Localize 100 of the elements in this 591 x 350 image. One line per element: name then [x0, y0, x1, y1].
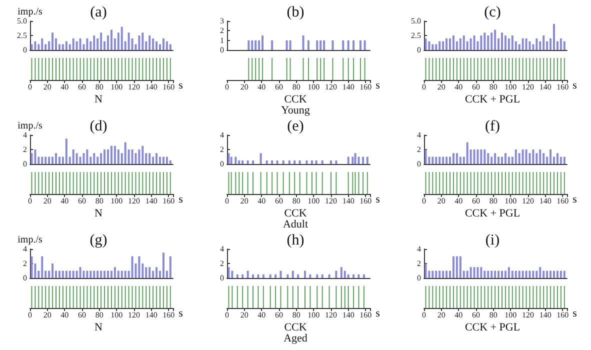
bar	[110, 146, 112, 164]
bar	[62, 270, 64, 278]
bar	[114, 146, 116, 164]
text: CCK	[284, 322, 307, 334]
bar	[276, 160, 278, 164]
bar	[124, 270, 126, 278]
y-tick-label: 0	[220, 46, 224, 54]
x-tick-label: 20	[43, 82, 52, 92]
bar	[82, 270, 85, 278]
bar	[76, 153, 78, 164]
bar	[442, 41, 444, 50]
y-tick-label: 2	[220, 145, 224, 154]
y-tick-label: 5.0	[17, 16, 27, 26]
bar	[148, 36, 151, 50]
bar	[41, 156, 44, 164]
bar	[298, 160, 301, 164]
bar	[79, 38, 82, 50]
bar	[30, 153, 33, 164]
y-tick-label: 0	[220, 160, 224, 168]
bar	[34, 150, 36, 164]
bar	[522, 38, 524, 50]
bar	[563, 270, 566, 278]
chart-title: (b)	[286, 4, 304, 20]
bar	[462, 36, 465, 50]
x-tick-label: 80	[489, 196, 498, 206]
bar	[459, 38, 462, 50]
x-tick-label: 60	[275, 82, 283, 92]
bar	[120, 26, 123, 50]
y-tick-label: 4	[23, 244, 27, 254]
bar	[432, 44, 434, 50]
bar	[442, 270, 444, 278]
x-tick-label: 160	[162, 310, 175, 320]
bar	[501, 156, 503, 164]
bar	[358, 156, 360, 164]
bar	[30, 44, 33, 50]
x-tick-label: 20	[43, 310, 52, 320]
bar	[490, 156, 493, 164]
y-axis-title: imp./s	[18, 120, 42, 132]
x-tick-label: 140	[342, 196, 354, 206]
x-tick-label: 40	[258, 82, 266, 92]
bar	[252, 160, 254, 164]
x-tick-label: 80	[292, 82, 300, 92]
bar	[162, 38, 164, 50]
x-axis-title: s	[178, 308, 183, 320]
bar	[79, 156, 82, 164]
bar	[86, 270, 88, 278]
bar	[156, 41, 158, 50]
x-tick-label: 160	[556, 310, 569, 320]
bar	[156, 153, 158, 164]
bar	[438, 41, 441, 50]
x-tick-label: 140	[539, 82, 552, 92]
bar	[131, 256, 134, 278]
bar	[525, 38, 528, 50]
y-tick-label: 0	[417, 46, 421, 54]
bar	[321, 274, 324, 278]
x-tick-label: 40	[454, 196, 463, 206]
bar	[459, 156, 462, 164]
bar	[428, 41, 430, 50]
bar	[366, 156, 368, 164]
text: CCK	[284, 208, 307, 220]
bar	[542, 153, 545, 164]
bar	[93, 153, 96, 164]
bar	[424, 264, 427, 278]
x-tick-label: 160	[556, 82, 569, 92]
bar	[52, 156, 54, 164]
x-axis-title: s	[572, 80, 577, 92]
bar	[282, 160, 284, 164]
bar	[504, 153, 506, 164]
x-tick-label: 160	[360, 310, 372, 320]
x-tick-label: 60	[78, 310, 86, 320]
bar	[148, 153, 151, 164]
bar	[560, 270, 562, 278]
bar	[297, 274, 300, 278]
x-tick-label: 60	[472, 310, 480, 320]
bar	[104, 150, 106, 164]
bar	[52, 32, 54, 50]
bar	[159, 156, 161, 164]
bar	[560, 38, 562, 50]
bar	[508, 267, 510, 278]
bar	[525, 150, 528, 164]
y-tick-label: 0	[23, 46, 27, 54]
bar	[473, 150, 476, 164]
bar	[48, 156, 50, 164]
bar	[556, 270, 558, 278]
x-axis-title: s	[178, 194, 183, 206]
bar	[76, 270, 78, 278]
bar	[152, 270, 154, 278]
x-tick-label: 80	[292, 310, 300, 320]
text: CCK	[284, 94, 307, 106]
bar	[487, 270, 490, 278]
bar	[511, 36, 514, 50]
x-tick-label: 100	[308, 82, 320, 92]
bar	[58, 270, 60, 278]
bar	[511, 270, 514, 278]
bar	[362, 274, 365, 278]
x-tick-label: 40	[60, 196, 69, 206]
y-tick-label: 0	[417, 274, 421, 282]
y-tick-label: 0	[417, 160, 421, 168]
x-tick-label: 20	[437, 196, 446, 206]
bar	[142, 32, 144, 50]
